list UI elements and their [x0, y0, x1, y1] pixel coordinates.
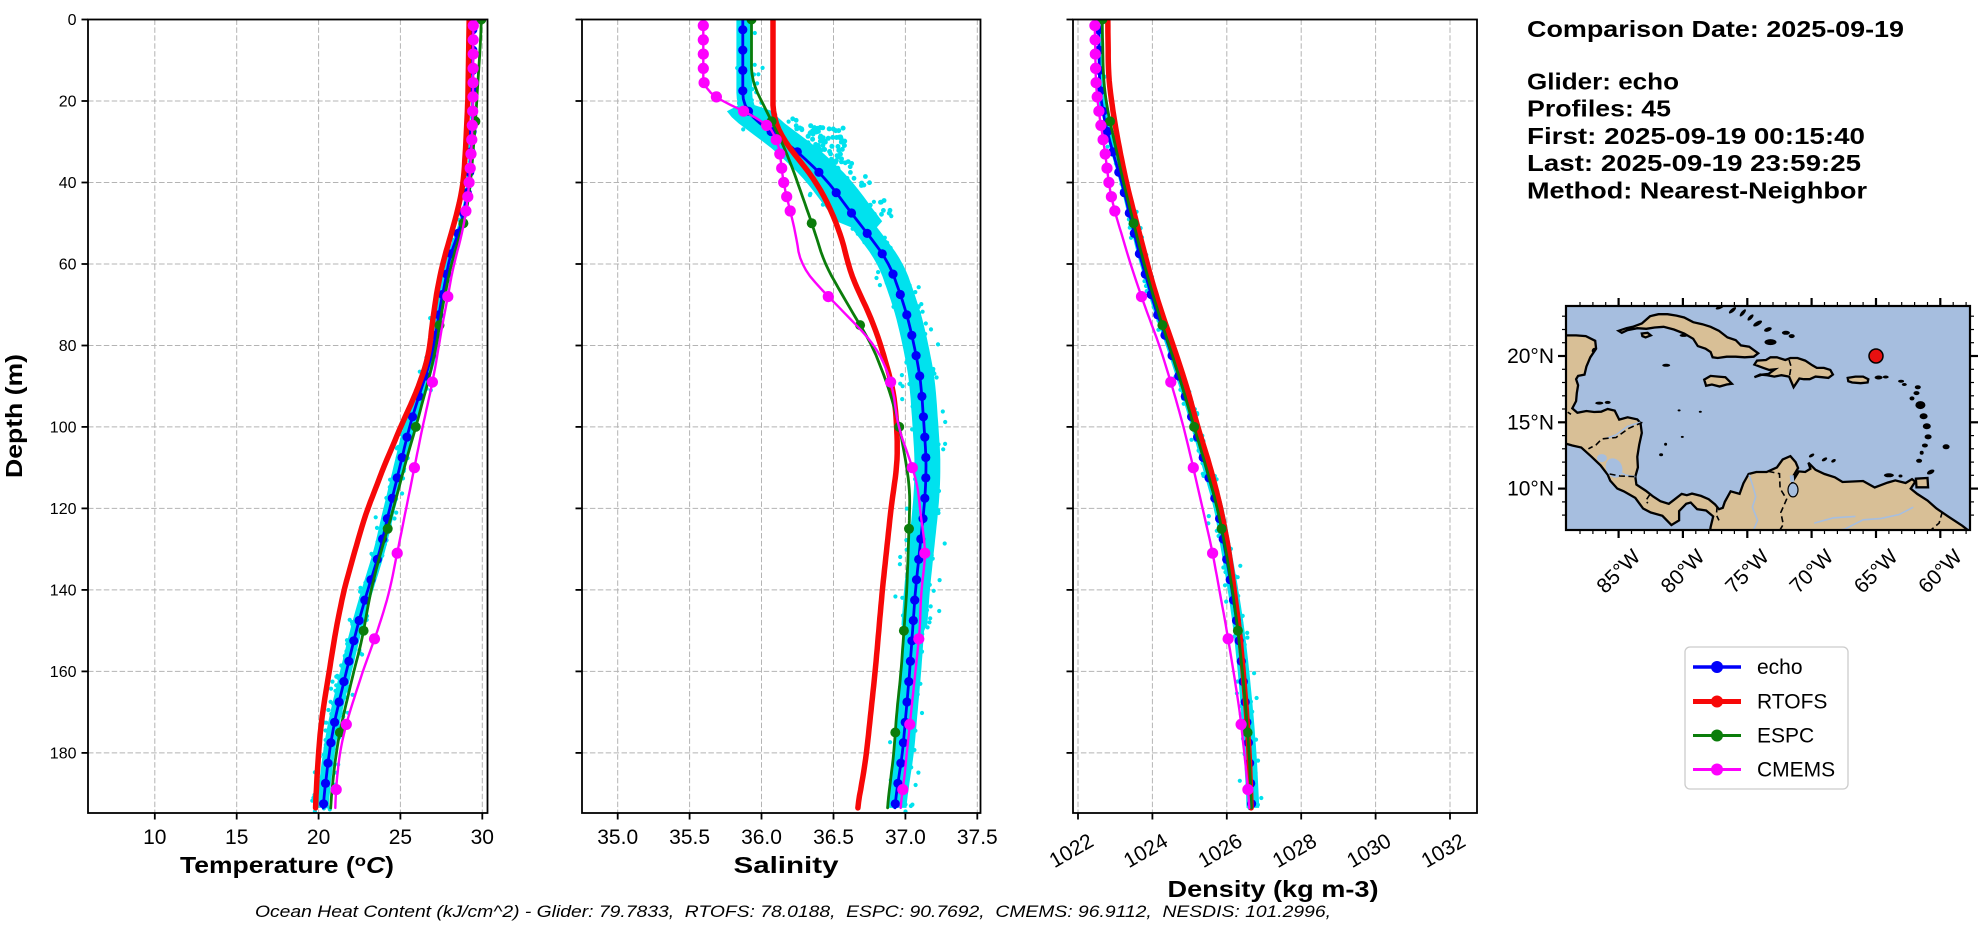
- svg-text:0: 0: [68, 12, 77, 29]
- svg-text:10: 10: [143, 826, 166, 849]
- svg-text:35.5: 35.5: [669, 826, 710, 849]
- svg-text:First: 2025-09-19 00:15:40: First: 2025-09-19 00:15:40: [1527, 123, 1865, 149]
- svg-text:36.0: 36.0: [741, 826, 782, 849]
- svg-text:ESPC: ESPC: [1757, 725, 1814, 748]
- svg-text:10°N: 10°N: [1507, 478, 1554, 501]
- svg-text:15: 15: [225, 826, 248, 849]
- svg-text:RTOFS: RTOFS: [1757, 691, 1827, 714]
- svg-text:Comparison Date: 2025-09-19: Comparison Date: 2025-09-19: [1527, 16, 1904, 42]
- svg-text:80: 80: [59, 338, 77, 355]
- svg-text:100: 100: [50, 419, 77, 436]
- svg-text:20°N: 20°N: [1507, 345, 1554, 368]
- svg-text:160: 160: [50, 664, 77, 681]
- svg-text:37.0: 37.0: [885, 826, 926, 849]
- svg-text:180: 180: [50, 745, 77, 762]
- svg-text:Last: 2025-09-19 23:59:25: Last: 2025-09-19 23:59:25: [1527, 150, 1861, 176]
- svg-text:25: 25: [389, 826, 412, 849]
- svg-text:30: 30: [471, 826, 494, 849]
- svg-text:120: 120: [50, 501, 77, 518]
- svg-text:36.5: 36.5: [813, 826, 854, 849]
- svg-text:60: 60: [59, 257, 77, 274]
- svg-text:40: 40: [59, 175, 77, 192]
- svg-text:Density (kg m-3): Density (kg m-3): [1168, 876, 1379, 902]
- svg-text:15°N: 15°N: [1507, 411, 1554, 434]
- svg-text:Profiles: 45: Profiles: 45: [1527, 96, 1671, 122]
- svg-text:Glider: echo: Glider: echo: [1527, 68, 1679, 94]
- svg-text:Salinity: Salinity: [734, 852, 839, 878]
- svg-text:35.0: 35.0: [597, 826, 638, 849]
- svg-text:20: 20: [59, 94, 77, 111]
- svg-text:CMEMS: CMEMS: [1757, 759, 1835, 782]
- svg-text:Method: Nearest-Neighbor: Method: Nearest-Neighbor: [1527, 178, 1867, 204]
- svg-text:Depth (m): Depth (m): [1, 354, 27, 478]
- svg-text:echo: echo: [1757, 656, 1803, 679]
- svg-text:20: 20: [307, 826, 330, 849]
- svg-text:37.5: 37.5: [957, 826, 998, 849]
- svg-text:140: 140: [50, 582, 77, 599]
- svg-text:Ocean Heat Content (kJ/cm^2) -: Ocean Heat Content (kJ/cm^2) - Glider: 7…: [255, 902, 1331, 921]
